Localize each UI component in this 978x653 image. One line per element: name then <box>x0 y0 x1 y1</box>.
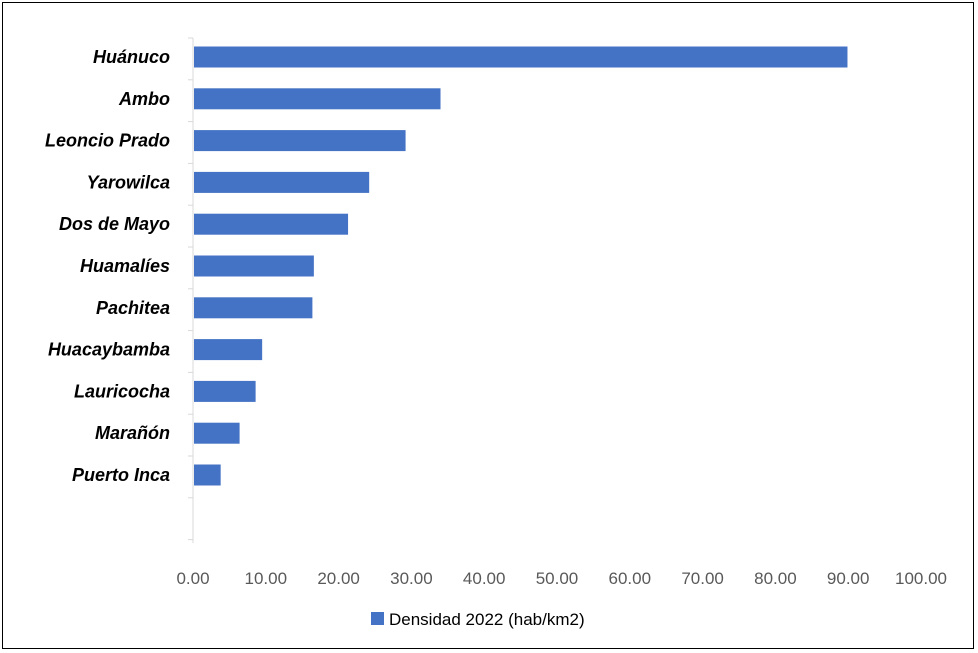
category-label: Huánuco <box>93 47 170 67</box>
x-tick-label: 100.00 <box>895 569 947 588</box>
axis-layer <box>188 37 194 543</box>
bar <box>194 339 263 361</box>
bar <box>194 422 240 444</box>
x-tick-label: 90.00 <box>827 569 870 588</box>
category-label: Ambo <box>118 89 170 109</box>
bar <box>194 255 314 277</box>
bar <box>194 464 221 486</box>
bar <box>194 46 848 68</box>
legend: Densidad 2022 (hab/km2) <box>371 610 585 629</box>
category-label: Huacaybamba <box>48 340 170 360</box>
bar <box>194 130 406 152</box>
category-label: Pachitea <box>96 298 170 318</box>
x-tick-label: 80.00 <box>754 569 797 588</box>
category-label: Marañón <box>95 423 170 443</box>
legend-swatch <box>371 612 384 625</box>
x-tick-label: 10.00 <box>245 569 288 588</box>
legend-label: Densidad 2022 (hab/km2) <box>389 610 585 629</box>
bar <box>194 380 256 402</box>
category-label: Dos de Mayo <box>59 214 170 234</box>
x-tick-label: 30.00 <box>390 569 433 588</box>
bar <box>194 88 441 110</box>
x-tick-label: 0.00 <box>176 569 209 588</box>
category-label: Leoncio Prado <box>45 131 170 151</box>
category-label: Lauricocha <box>74 381 170 401</box>
category-labels: Huánuco Ambo Leoncio Prado Yarowilca Dos de … <box>45 47 170 485</box>
x-tick-label: 20.00 <box>317 569 360 588</box>
x-tick-label: 40.00 <box>463 569 506 588</box>
x-tick-label: 50.00 <box>536 569 579 588</box>
category-label: Puerto Inca <box>72 465 170 485</box>
x-tick-label: 60.00 <box>609 569 652 588</box>
category-label: Huamalíes <box>80 256 170 276</box>
bars-layer <box>194 46 848 486</box>
bar <box>194 213 349 235</box>
category-label: Yarowilca <box>87 172 170 192</box>
bar <box>194 171 370 193</box>
x-tick-label: 70.00 <box>681 569 724 588</box>
bar <box>194 297 313 319</box>
x-tick-labels: 0.00 10.00 20.00 30.00 40.00 50.00 60.00 70.00 8… <box>176 569 947 588</box>
